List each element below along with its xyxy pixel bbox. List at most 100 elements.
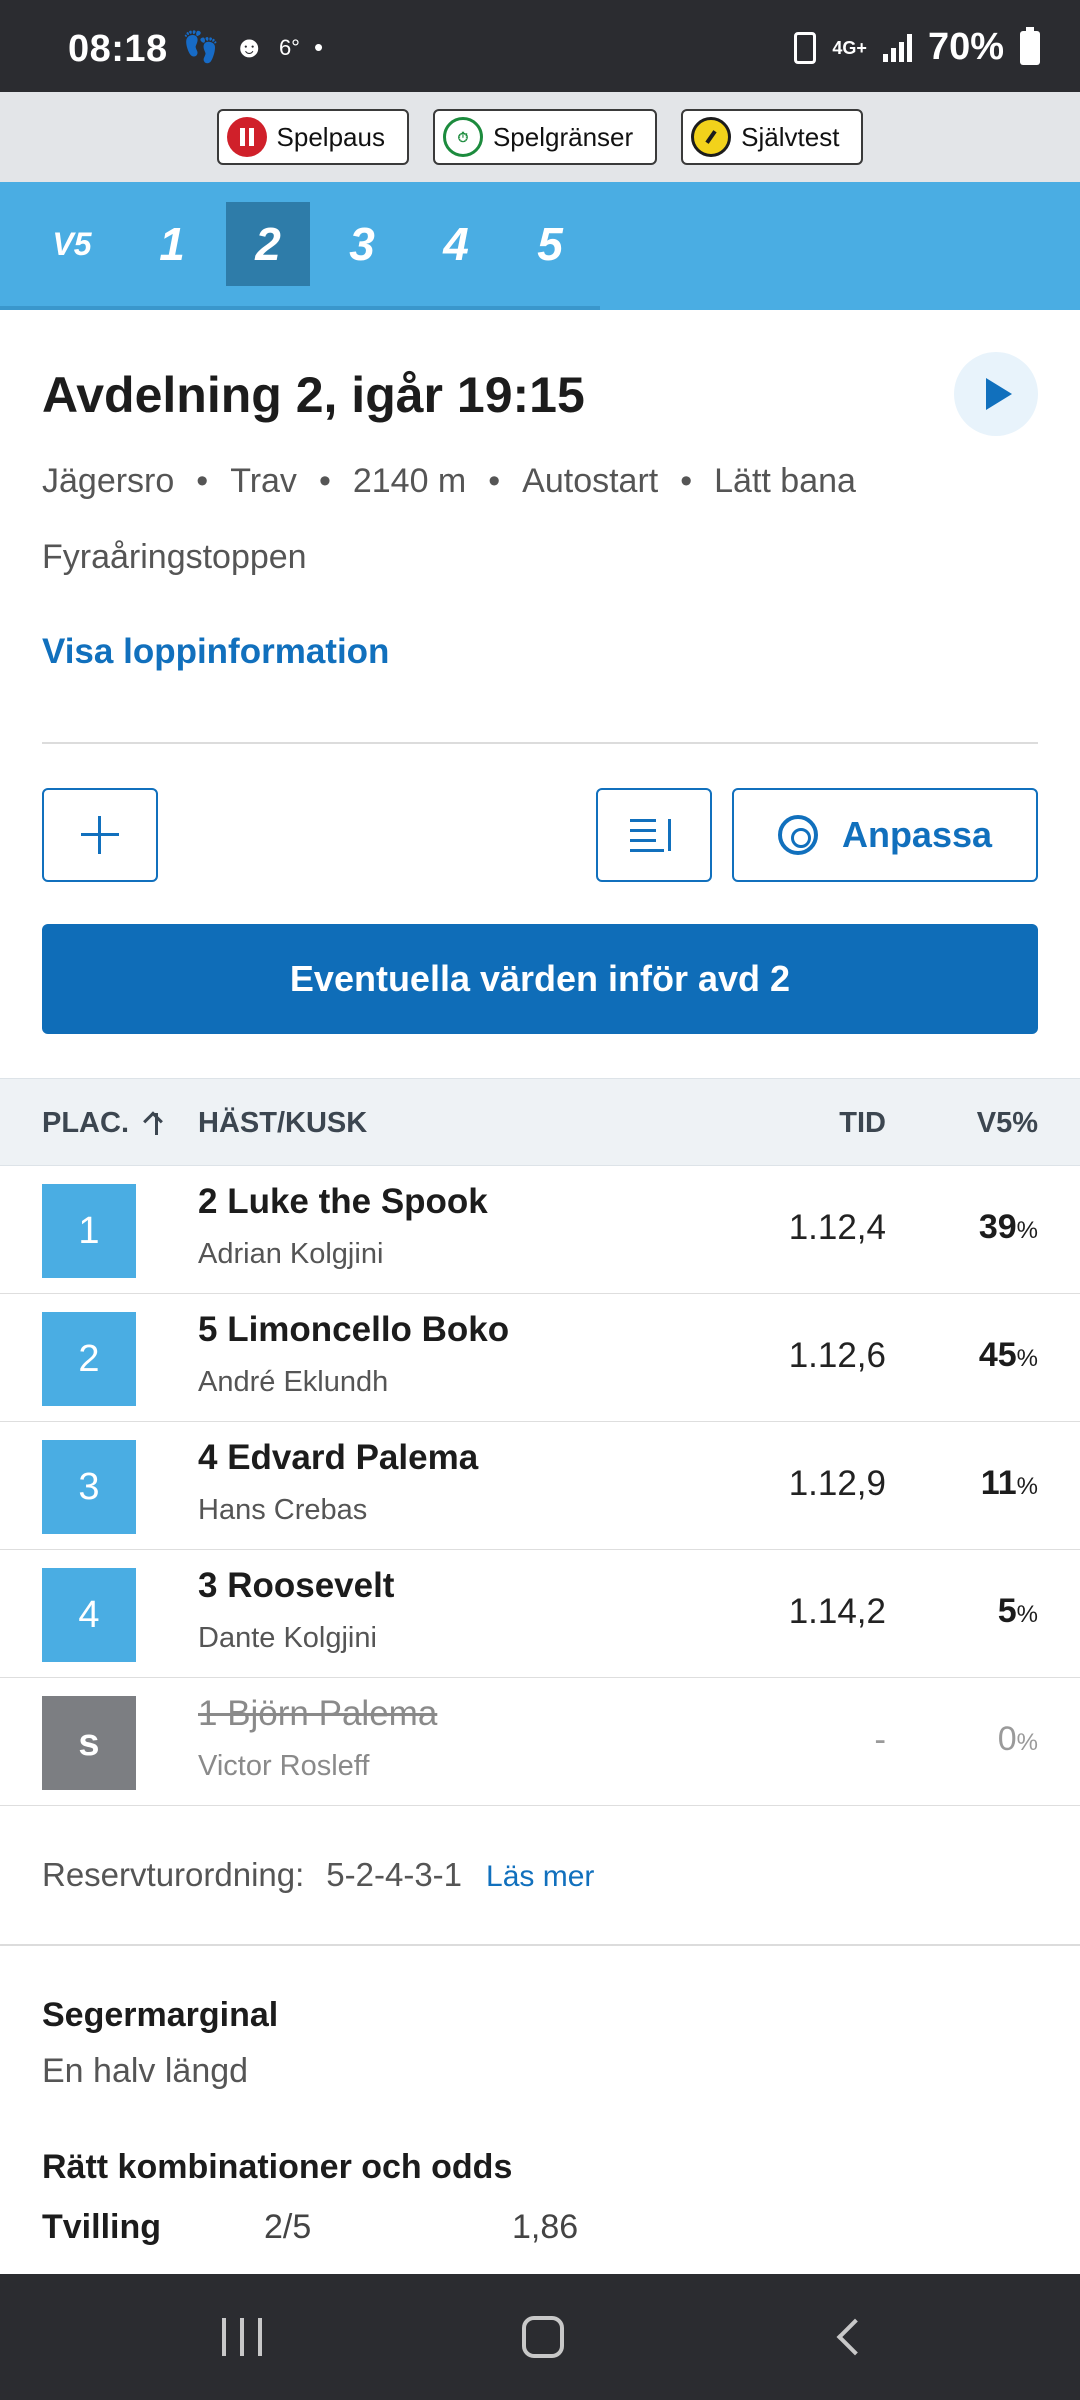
- header-percent: V5%: [976, 1107, 1038, 1139]
- spelgranser-button[interactable]: ⏱ Spelgränser: [432, 109, 658, 165]
- read-more-link[interactable]: Läs mer: [486, 1860, 595, 1893]
- recent-apps-icon[interactable]: [222, 2318, 262, 2356]
- time-value: 1.12,9: [788, 1464, 886, 1503]
- sjalvtest-button[interactable]: Självtest: [681, 109, 864, 165]
- gauge-icon: [691, 117, 732, 157]
- pause-icon: [226, 117, 267, 157]
- battery-saver-icon: [794, 31, 817, 64]
- table-row-scratched[interactable]: s 1 Björn Palema Victor Rosleff - 0%: [0, 1678, 1080, 1806]
- battery-percent: 70%: [927, 26, 1004, 68]
- percent-value: 39%: [978, 1208, 1038, 1246]
- race-distance: 2140 m: [352, 462, 467, 500]
- place-badge: 2: [42, 1312, 136, 1406]
- place-badge: 4: [42, 1568, 136, 1662]
- sjalvtest-label: Självtest: [741, 121, 840, 152]
- step-icon: 👣: [182, 31, 220, 64]
- horse-name: 2 Luke the Spook: [198, 1182, 488, 1221]
- margin-value: En halv längd: [42, 2052, 249, 2090]
- table-row[interactable]: 3 4 Edvard Palema Hans Crebas 1.12,9 11%: [0, 1422, 1080, 1550]
- customize-label: Anpassa: [841, 814, 993, 855]
- driver-name: Victor Rosleff: [198, 1750, 370, 1782]
- signal-icon: [882, 33, 912, 62]
- divider: [42, 742, 1038, 744]
- race-title: Avdelning 2, igår 19:15: [42, 367, 585, 423]
- gear-icon: [777, 815, 818, 855]
- tab-game[interactable]: V5: [52, 225, 92, 262]
- tab-race-4[interactable]: 4: [443, 218, 469, 270]
- time-value: 1.14,2: [788, 1592, 886, 1631]
- sort-icon: [630, 815, 678, 855]
- percent-value: 5%: [997, 1592, 1038, 1630]
- values-button[interactable]: Eventuella värden inför avd 2: [42, 924, 1038, 1034]
- spelpaus-label: Spelpaus: [276, 121, 385, 152]
- race-type: Trav: [230, 462, 297, 500]
- customize-button[interactable]: Anpassa: [732, 788, 1038, 882]
- timer-icon: ⏱: [442, 117, 483, 157]
- play-button[interactable]: [954, 352, 1038, 436]
- system-nav-bar: [0, 2274, 1080, 2400]
- sort-up-icon: [147, 1111, 165, 1135]
- horse-name: 1 Björn Palema: [198, 1694, 438, 1733]
- status-bar: 08:18 👣 ☻ 6° • 4G+ 70%: [0, 0, 1080, 92]
- tab-race-2[interactable]: 2: [226, 202, 310, 286]
- horse-name: 3 Roosevelt: [198, 1566, 395, 1605]
- back-icon[interactable]: [836, 2318, 874, 2356]
- face-icon: ☻: [233, 30, 265, 64]
- notification-icons: 👣 ☻ 6° •: [182, 30, 323, 65]
- driver-name: Dante Kolgjini: [198, 1622, 377, 1654]
- combo-type: Tvilling: [42, 2208, 161, 2246]
- spelpaus-button[interactable]: Spelpaus: [216, 109, 409, 165]
- network-type: 4G+: [832, 37, 867, 58]
- status-right: 4G+ 70%: [794, 26, 1040, 69]
- race-name: Fyraåringstoppen: [42, 538, 307, 576]
- margin-title: Segermarginal: [42, 1996, 279, 2034]
- race-start: Autostart: [522, 462, 659, 500]
- dot-icon: •: [313, 32, 324, 62]
- reserve-value: 5-2-4-3-1: [326, 1856, 463, 1893]
- percent-value: 0%: [997, 1720, 1038, 1758]
- table-row[interactable]: 1 2 Luke the Spook Adrian Kolgjini 1.12,…: [0, 1166, 1080, 1294]
- place-badge: 3: [42, 1440, 136, 1534]
- time-value: -: [874, 1720, 886, 1759]
- race-track: Jägersro: [42, 462, 175, 500]
- add-button[interactable]: [42, 788, 158, 882]
- race-meta: Jägersro • Trav • 2140 m • Autostart • Lätt …: [42, 462, 856, 500]
- percent-value: 45%: [978, 1336, 1038, 1374]
- place-badge: 1: [42, 1184, 136, 1278]
- table-row[interactable]: 4 3 Roosevelt Dante Kolgjini 1.14,2 5%: [0, 1550, 1080, 1678]
- race-tabs: V5 1 2 3 4 5: [0, 182, 1080, 310]
- time-value: 1.12,4: [788, 1208, 886, 1247]
- driver-name: Hans Crebas: [198, 1494, 368, 1526]
- horse-name: 4 Edvard Palema: [198, 1438, 479, 1477]
- tab-race-1[interactable]: 1: [159, 218, 185, 270]
- combo-combination: 2/5: [264, 2208, 312, 2246]
- home-icon[interactable]: [522, 2316, 564, 2358]
- section-divider: [0, 1944, 1080, 1946]
- percent-value: 11%: [980, 1464, 1038, 1502]
- scratched-badge: s: [42, 1696, 136, 1790]
- status-time: 08:18: [68, 28, 168, 70]
- results-table-header: PLAC. HÄST/KUSK TID V5%: [0, 1078, 1080, 1166]
- tabs-underline: [0, 306, 600, 310]
- horse-name: 5 Limoncello Boko: [198, 1310, 510, 1349]
- header-horse: HÄST/KUSK: [198, 1107, 368, 1139]
- plus-icon: [81, 816, 119, 854]
- time-value: 1.12,6: [788, 1336, 886, 1375]
- spelgranser-label: Spelgränser: [492, 121, 634, 152]
- race-info-link[interactable]: Visa loppinformation: [42, 632, 390, 671]
- driver-name: André Eklundh: [198, 1366, 389, 1398]
- reserve-label: Reservturordning:: [42, 1856, 305, 1893]
- driver-name: Adrian Kolgjini: [198, 1238, 384, 1270]
- battery-icon: [1020, 26, 1040, 65]
- tab-race-3[interactable]: 3: [349, 218, 375, 270]
- reserve-order: Reservturordning: 5-2-4-3-1 Läs mer: [42, 1856, 594, 1894]
- sort-button[interactable]: [596, 788, 712, 882]
- combos-title: Rätt kombinationer och odds: [42, 2148, 513, 2186]
- header-place[interactable]: PLAC.: [42, 1107, 165, 1140]
- responsible-gaming-bar: Spelpaus ⏱ Spelgränser Självtest: [0, 92, 1080, 182]
- header-time: TID: [839, 1107, 886, 1139]
- temperature: 6°: [278, 34, 300, 60]
- table-row[interactable]: 2 5 Limoncello Boko André Eklundh 1.12,6…: [0, 1294, 1080, 1422]
- tab-race-5[interactable]: 5: [537, 218, 563, 270]
- combo-odds: 1,86: [512, 2208, 579, 2246]
